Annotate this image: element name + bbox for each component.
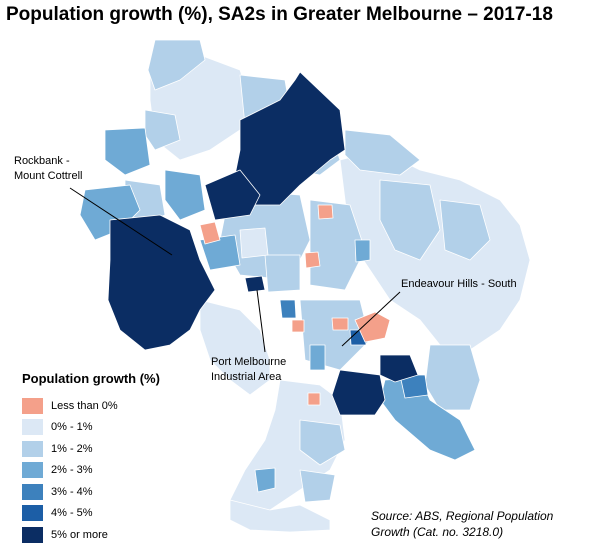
legend-item: 1% - 2%	[22, 438, 160, 460]
legend-swatch-3	[22, 462, 43, 479]
rockbank-annotation: Rockbank - Mount Cottrell	[14, 154, 82, 184]
region-east-corridor	[379, 354, 419, 383]
region-south-growth	[309, 344, 326, 371]
port-melbourne-annotation: Port Melbourne Industrial Area	[211, 355, 286, 385]
region-south-2	[299, 469, 336, 503]
legend-item: 5% or more	[22, 524, 160, 546]
region-north-1	[147, 39, 206, 91]
region-decline-2	[317, 204, 334, 220]
legend-label: Less than 0%	[51, 399, 118, 412]
region-mid-3	[309, 199, 366, 291]
legend-item: 3% - 4%	[22, 481, 160, 503]
region-mornington	[254, 467, 276, 493]
legend-label: 3% - 4%	[51, 485, 93, 498]
region-inner-mix-2	[264, 254, 301, 293]
region-port-melbourne	[244, 275, 266, 293]
region-inner-mix-3	[239, 227, 269, 259]
map-title: Population growth (%), SA2s in Greater M…	[6, 4, 553, 25]
region-east-1	[344, 129, 421, 176]
endeavour-leader-line	[341, 291, 401, 347]
region-east-2	[379, 179, 441, 261]
legend-item: 4% - 5%	[22, 503, 160, 525]
legend-label: 1% - 2%	[51, 442, 93, 455]
rockbank-annotation-line2: Mount Cottrell	[14, 170, 83, 182]
region-decline-1	[199, 221, 221, 245]
region-decline-6	[307, 392, 321, 406]
legend-label: 2% - 3%	[51, 464, 93, 477]
region-inner-3-4	[279, 299, 297, 319]
legend-item: 0% - 1%	[22, 417, 160, 439]
rockbank-leader-line	[69, 187, 173, 256]
legend-swatch-0	[22, 397, 43, 414]
legend-swatch-2	[22, 440, 43, 457]
legend-swatch-1	[22, 419, 43, 436]
source-line1: Source: ABS, Regional Population	[371, 509, 554, 523]
region-south-east-corridor	[331, 369, 386, 416]
legend-label: 0% - 1%	[51, 421, 93, 434]
legend-title: Population growth (%)	[22, 371, 160, 386]
legend: Population growth (%) Less than 0% 0% - …	[22, 371, 160, 546]
legend-swatch-4	[22, 483, 43, 500]
region-decline-7	[291, 319, 305, 333]
region-bay-west	[199, 299, 271, 396]
region-decline-3	[304, 251, 321, 269]
rockbank-annotation-line1: Rockbank -	[14, 155, 70, 167]
port-melbourne-annotation-line1: Port Melbourne	[211, 356, 287, 368]
source-line2: Growth (Cat. no. 3218.0)	[371, 525, 504, 539]
region-peninsula-tip	[229, 499, 331, 533]
region-decline-5	[331, 317, 349, 331]
region-east-3	[439, 199, 491, 261]
region-east-4	[424, 344, 481, 411]
legend-item: Less than 0%	[22, 395, 160, 417]
legend-item: 2% - 3%	[22, 460, 160, 482]
region-inner-mix-1	[199, 234, 241, 271]
endeavour-hills-annotation: Endeavour Hills - South	[401, 278, 517, 290]
region-west-corridor	[107, 214, 216, 351]
region-endeavour-hills-south	[354, 311, 391, 343]
region-east-growth	[354, 239, 371, 263]
source-note: Source: ABS, Regional Population Growth …	[371, 508, 553, 540]
region-west-growth-2	[104, 127, 151, 176]
legend-swatch-5	[22, 505, 43, 522]
port-melbourne-leader-line	[256, 289, 266, 353]
legend-swatch-6	[22, 526, 43, 543]
region-north-growth	[164, 169, 206, 221]
legend-label: 4% - 5%	[51, 507, 93, 520]
port-melbourne-annotation-line2: Industrial Area	[211, 371, 282, 383]
region-north-growth-5	[204, 169, 261, 221]
legend-label: 5% or more	[51, 528, 108, 541]
region-south-1	[299, 419, 346, 466]
